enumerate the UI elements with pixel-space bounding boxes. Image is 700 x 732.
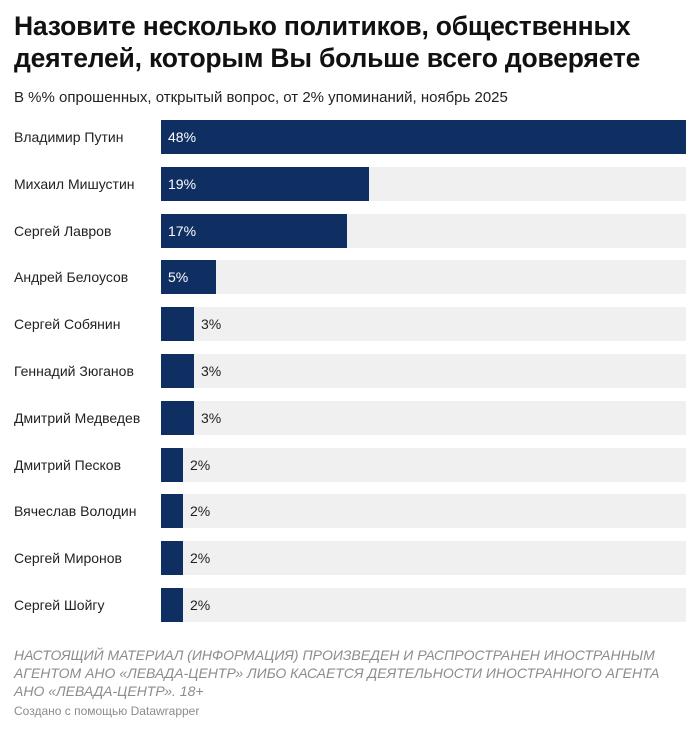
- bar-row: Дмитрий Песков 2%: [0, 447, 700, 482]
- bar-category-label: Владимир Путин: [14, 129, 124, 145]
- bar-category-label: Сергей Шойгу: [14, 597, 105, 613]
- datawrapper-credit: Создано с помощью Datawrapper: [14, 704, 200, 718]
- bar-category-label: Вячеслав Володин: [14, 503, 137, 520]
- bar-row: Сергей Миронов 2%: [0, 541, 700, 576]
- bar-track: 19%: [161, 166, 686, 201]
- bar-row: Геннадий Зюганов 3%: [0, 354, 700, 388]
- bar-value-label: 2%: [190, 503, 211, 520]
- chart-title: Назовите несколько политиков, общественн…: [14, 11, 641, 73]
- bar: [161, 120, 686, 154]
- bar: [161, 213, 347, 248]
- bar-value-label: 3%: [201, 409, 222, 426]
- bar: [161, 400, 194, 435]
- bar-track: 3%: [161, 400, 686, 435]
- bar-category-label: Андрей Белоусов: [14, 269, 129, 286]
- bar-track: 3%: [161, 354, 686, 388]
- bar-row: Андрей Белоусов 5%: [0, 260, 700, 295]
- bar-track: 2%: [161, 541, 686, 576]
- bar-value-label: 5%: [168, 269, 189, 286]
- bar-value-label: 48%: [168, 129, 197, 145]
- bar-value-label: 17%: [168, 222, 197, 239]
- bar: [161, 354, 194, 388]
- bar: [161, 588, 183, 622]
- bar: [161, 166, 369, 201]
- bar: [161, 307, 194, 342]
- bar: [161, 447, 183, 482]
- bar-value-label: 3%: [201, 363, 222, 379]
- bar-row: Сергей Шойгу 2%: [0, 588, 700, 622]
- bar-row: Сергей Собянин 3%: [0, 307, 700, 342]
- bar-value-label: 19%: [168, 175, 197, 192]
- bar-value-label: 2%: [190, 597, 211, 613]
- bar-category-label: Дмитрий Песков: [14, 456, 122, 473]
- bar-category-label: Сергей Собянин: [14, 316, 121, 333]
- chart-subtitle: В %% опрошенных, открытый вопрос, от 2% …: [14, 89, 508, 106]
- bar: [161, 494, 183, 529]
- bar-value-label: 2%: [190, 456, 211, 473]
- bar-row: Владимир Путин 48%: [0, 120, 700, 154]
- bar-row: Вячеслав Володин 2%: [0, 494, 700, 529]
- bar-track: 2%: [161, 494, 686, 529]
- bar-category-label: Сергей Миронов: [14, 550, 122, 567]
- bar-category-label: Дмитрий Медведев: [14, 409, 141, 426]
- bar-category-label: Михаил Мишустин: [14, 175, 135, 192]
- bar-row: Дмитрий Медведев 3%: [0, 400, 700, 435]
- bar: [161, 541, 183, 576]
- bar-track: 5%: [161, 260, 686, 295]
- bar-category-label: Геннадий Зюганов: [14, 363, 134, 379]
- bar-row: Сергей Лавров 17%: [0, 213, 700, 248]
- bar-value-label: 2%: [190, 550, 211, 567]
- bar-track: 17%: [161, 213, 686, 248]
- bar-track: 3%: [161, 307, 686, 342]
- bar-track: 48%: [161, 120, 686, 154]
- bar-category-label: Сергей Лавров: [14, 222, 112, 239]
- bar-row: Михаил Мишустин 19%: [0, 166, 700, 201]
- bar-value-label: 3%: [201, 316, 222, 333]
- bar: [161, 260, 216, 295]
- bar-track: 2%: [161, 588, 686, 622]
- bar-track: 2%: [161, 447, 686, 482]
- foreign-agent-disclaimer: НАСТОЯЩИЙ МАТЕРИАЛ (ИНФОРМАЦИЯ) ПРОИЗВЕД…: [14, 647, 660, 699]
